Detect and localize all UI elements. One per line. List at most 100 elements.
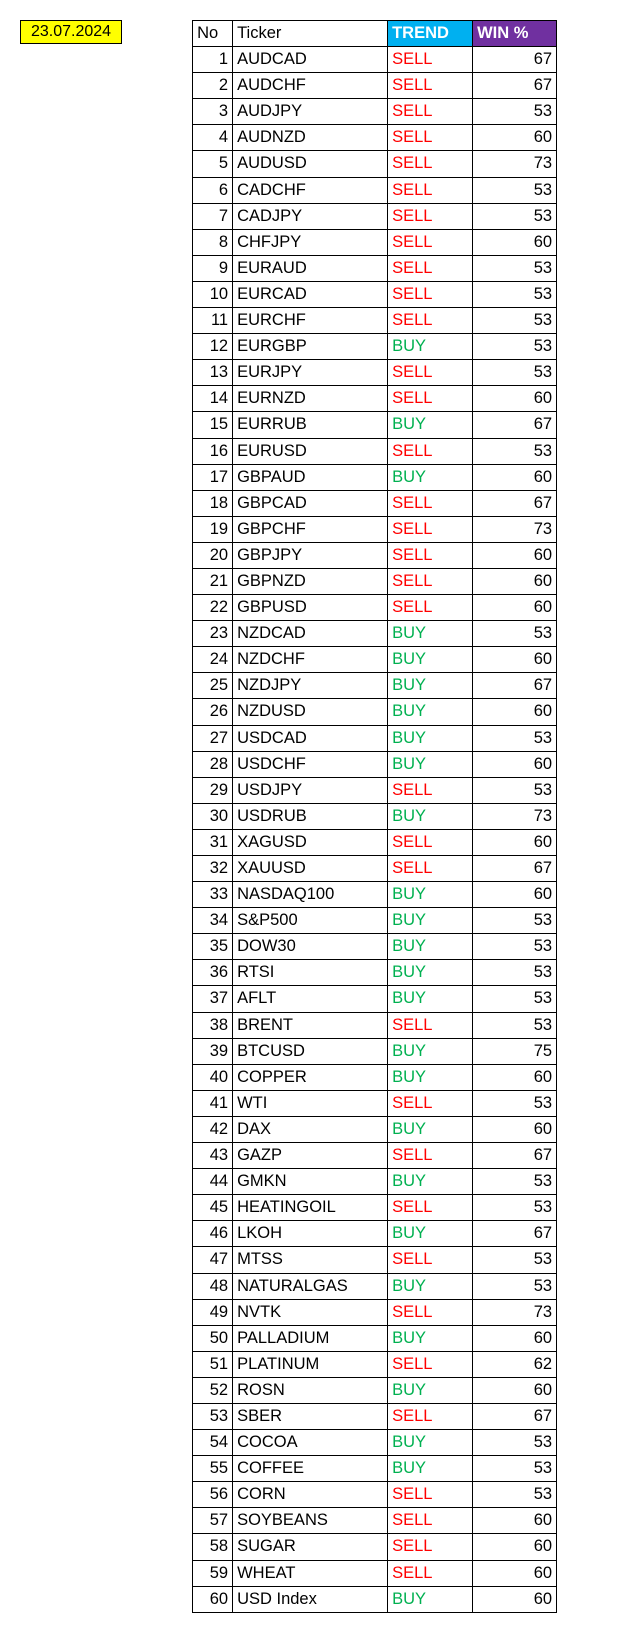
cell-trend: SELL <box>388 47 473 73</box>
cell-no: 43 <box>193 1143 233 1169</box>
table-row: 43GAZPSELL67 <box>193 1143 557 1169</box>
cell-ticker: SOYBEANS <box>233 1508 388 1534</box>
cell-no: 1 <box>193 47 233 73</box>
table-row: 41WTISELL53 <box>193 1090 557 1116</box>
table-row: 34S&P500BUY53 <box>193 908 557 934</box>
cell-trend: SELL <box>388 1143 473 1169</box>
cell-no: 41 <box>193 1090 233 1116</box>
cell-ticker: AUDUSD <box>233 151 388 177</box>
table-row: 3AUDJPYSELL53 <box>193 99 557 125</box>
cell-no: 35 <box>193 934 233 960</box>
cell-win: 67 <box>473 673 557 699</box>
cell-ticker: EURRUB <box>233 412 388 438</box>
cell-trend: SELL <box>388 516 473 542</box>
cell-trend: BUY <box>388 1116 473 1142</box>
cell-win: 53 <box>473 725 557 751</box>
cell-win: 53 <box>473 203 557 229</box>
cell-no: 19 <box>193 516 233 542</box>
cell-win: 60 <box>473 125 557 151</box>
cell-trend: SELL <box>388 829 473 855</box>
cell-no: 18 <box>193 490 233 516</box>
cell-ticker: BRENT <box>233 1012 388 1038</box>
cell-win: 60 <box>473 699 557 725</box>
cell-trend: BUY <box>388 1064 473 1090</box>
cell-ticker: USDRUB <box>233 803 388 829</box>
cell-ticker: XAGUSD <box>233 829 388 855</box>
cell-no: 36 <box>193 960 233 986</box>
table-row: 46LKOHBUY67 <box>193 1221 557 1247</box>
cell-no: 10 <box>193 281 233 307</box>
cell-ticker: EURAUD <box>233 255 388 281</box>
table-row: 4AUDNZDSELL60 <box>193 125 557 151</box>
cell-ticker: EURGBP <box>233 334 388 360</box>
cell-no: 12 <box>193 334 233 360</box>
cell-no: 55 <box>193 1456 233 1482</box>
table-row: 49NVTKSELL73 <box>193 1299 557 1325</box>
table-row: 18GBPCADSELL67 <box>193 490 557 516</box>
cell-win: 60 <box>473 829 557 855</box>
cell-no: 57 <box>193 1508 233 1534</box>
cell-win: 60 <box>473 1325 557 1351</box>
cell-ticker: ROSN <box>233 1377 388 1403</box>
table-row: 29USDJPYSELL53 <box>193 777 557 803</box>
cell-trend: BUY <box>388 1430 473 1456</box>
cell-ticker: GBPAUD <box>233 464 388 490</box>
cell-trend: BUY <box>388 1169 473 1195</box>
cell-ticker: USDJPY <box>233 777 388 803</box>
cell-no: 25 <box>193 673 233 699</box>
cell-ticker: NVTK <box>233 1299 388 1325</box>
table-row: 6CADCHFSELL53 <box>193 177 557 203</box>
cell-no: 29 <box>193 777 233 803</box>
cell-ticker: DOW30 <box>233 934 388 960</box>
cell-no: 6 <box>193 177 233 203</box>
cell-no: 16 <box>193 438 233 464</box>
cell-ticker: EURJPY <box>233 360 388 386</box>
cell-no: 11 <box>193 308 233 334</box>
cell-win: 53 <box>473 908 557 934</box>
table-row: 32XAUUSDSELL67 <box>193 856 557 882</box>
header-ticker: Ticker <box>233 21 388 47</box>
cell-no: 17 <box>193 464 233 490</box>
cell-ticker: RTSI <box>233 960 388 986</box>
table-row: 47MTSSSELL53 <box>193 1247 557 1273</box>
cell-win: 53 <box>473 1247 557 1273</box>
cell-trend: BUY <box>388 986 473 1012</box>
cell-ticker: AUDJPY <box>233 99 388 125</box>
cell-no: 31 <box>193 829 233 855</box>
cell-win: 67 <box>473 73 557 99</box>
cell-win: 60 <box>473 229 557 255</box>
cell-no: 15 <box>193 412 233 438</box>
cell-ticker: AUDCHF <box>233 73 388 99</box>
cell-win: 53 <box>473 308 557 334</box>
cell-ticker: NZDJPY <box>233 673 388 699</box>
cell-no: 42 <box>193 1116 233 1142</box>
table-row: 19GBPCHFSELL73 <box>193 516 557 542</box>
cell-no: 33 <box>193 882 233 908</box>
cell-ticker: USD Index <box>233 1586 388 1612</box>
cell-ticker: AUDNZD <box>233 125 388 151</box>
cell-no: 51 <box>193 1351 233 1377</box>
cell-no: 2 <box>193 73 233 99</box>
cell-no: 50 <box>193 1325 233 1351</box>
header-no: No <box>193 21 233 47</box>
table-row: 20GBPJPYSELL60 <box>193 542 557 568</box>
cell-no: 49 <box>193 1299 233 1325</box>
cell-trend: SELL <box>388 1508 473 1534</box>
cell-no: 4 <box>193 125 233 151</box>
table-row: 40COPPERBUY60 <box>193 1064 557 1090</box>
cell-no: 52 <box>193 1377 233 1403</box>
cell-ticker: GBPCHF <box>233 516 388 542</box>
cell-trend: BUY <box>388 751 473 777</box>
cell-trend: BUY <box>388 699 473 725</box>
cell-ticker: CADCHF <box>233 177 388 203</box>
cell-win: 73 <box>473 1299 557 1325</box>
cell-ticker: CADJPY <box>233 203 388 229</box>
cell-no: 30 <box>193 803 233 829</box>
cell-no: 7 <box>193 203 233 229</box>
cell-trend: BUY <box>388 803 473 829</box>
cell-trend: SELL <box>388 229 473 255</box>
table-row: 24NZDCHFBUY60 <box>193 647 557 673</box>
cell-no: 53 <box>193 1403 233 1429</box>
cell-no: 3 <box>193 99 233 125</box>
table-row: 45HEATINGOILSELL53 <box>193 1195 557 1221</box>
